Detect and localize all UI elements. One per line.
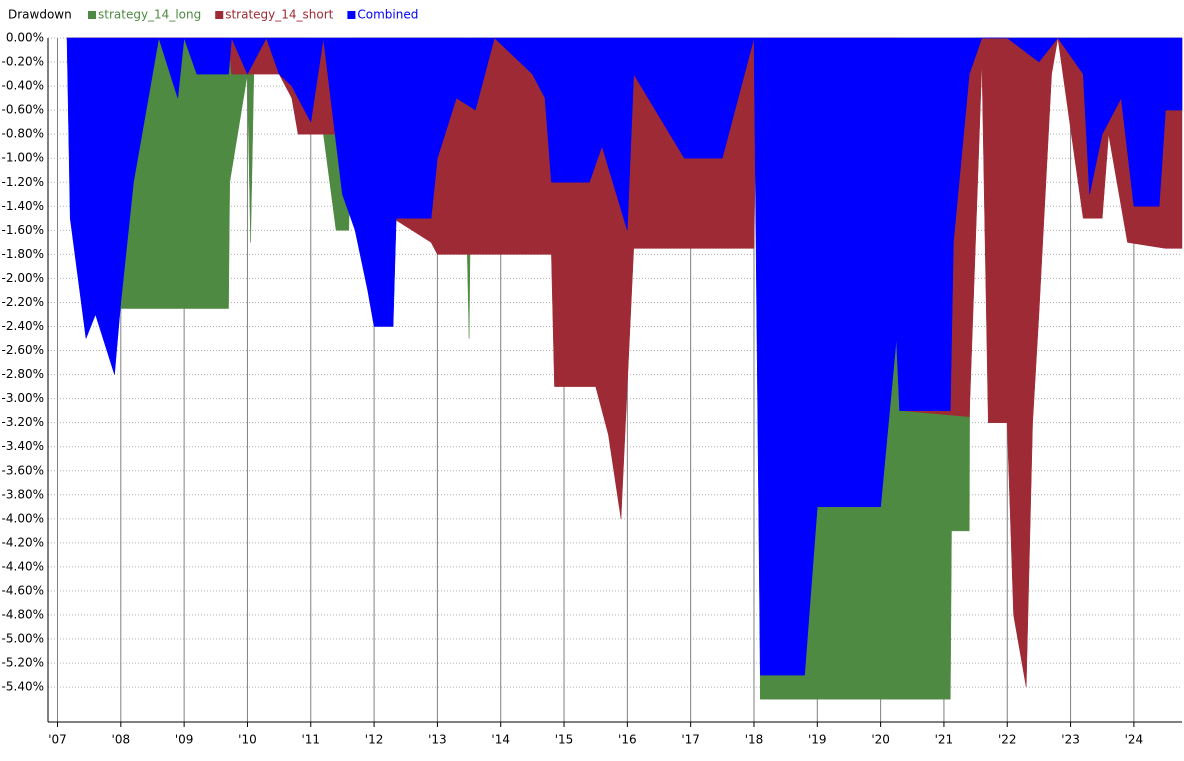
- legend-label: strategy_14_short: [225, 8, 333, 22]
- y-tick-label: -4.00%: [2, 511, 44, 525]
- x-tick-label: '24: [1125, 733, 1144, 747]
- x-tick-label: '13: [428, 733, 447, 747]
- x-tick-label: '16: [618, 733, 637, 747]
- x-tick-label: '11: [301, 733, 320, 747]
- y-tick-label: -0.40%: [2, 79, 44, 93]
- chart-title: Drawdown: [8, 8, 72, 22]
- legend-label: Combined: [357, 8, 418, 22]
- y-tick-label: -1.20%: [2, 175, 44, 189]
- y-tick-label: -3.00%: [2, 391, 44, 405]
- y-tick-label: -2.00%: [2, 271, 44, 285]
- y-tick-label: -0.20%: [2, 55, 44, 69]
- x-tick-label: '21: [935, 733, 954, 747]
- y-tick-label: -3.20%: [2, 415, 44, 429]
- y-tick-label: -0.80%: [2, 127, 44, 141]
- x-tick-label: '14: [491, 733, 510, 747]
- y-tick-label: -3.40%: [2, 439, 44, 453]
- y-tick-label: -3.80%: [2, 487, 44, 501]
- x-tick-label: '12: [365, 733, 384, 747]
- x-tick-label: '18: [745, 733, 764, 747]
- y-tick-label: -5.40%: [2, 680, 44, 694]
- x-tick-label: '10: [238, 733, 257, 747]
- y-tick-label: -2.60%: [2, 343, 44, 357]
- legend-swatch: [215, 11, 224, 19]
- legend-swatch: [88, 11, 96, 19]
- y-tick-label: -2.40%: [2, 319, 44, 333]
- x-tick-label: '23: [1061, 733, 1080, 747]
- x-tick-label: '07: [48, 733, 67, 747]
- y-tick-label: -3.60%: [2, 463, 44, 477]
- x-tick-label: '08: [112, 733, 131, 747]
- x-tick-label: '15: [555, 733, 574, 747]
- area: [66, 37, 1183, 676]
- x-tick-label: '09: [175, 733, 194, 747]
- y-tick-label: -1.00%: [2, 151, 44, 165]
- x-tick-label: '17: [681, 733, 700, 747]
- y-tick-label: -0.60%: [2, 103, 44, 117]
- y-tick-label: 0.00%: [6, 31, 44, 45]
- x-tick-label: '22: [998, 733, 1017, 747]
- y-tick-label: -4.60%: [2, 583, 44, 597]
- x-tick-label: '20: [871, 733, 890, 747]
- y-tick-label: -4.80%: [2, 608, 44, 622]
- y-tick-label: -1.40%: [2, 199, 44, 213]
- y-tick-label: -4.20%: [2, 535, 44, 549]
- y-tick-label: -5.00%: [2, 632, 44, 646]
- y-tick-label: -4.40%: [2, 559, 44, 573]
- x-tick-label: '19: [808, 733, 827, 747]
- y-tick-label: -2.80%: [2, 367, 44, 381]
- y-tick-label: -5.20%: [2, 656, 44, 670]
- legend-label: strategy_14_long: [98, 8, 201, 22]
- legend-swatch: [347, 11, 356, 19]
- y-tick-label: -1.60%: [2, 223, 44, 237]
- y-tick-label: -2.20%: [2, 295, 44, 309]
- y-tick-label: -1.80%: [2, 247, 44, 261]
